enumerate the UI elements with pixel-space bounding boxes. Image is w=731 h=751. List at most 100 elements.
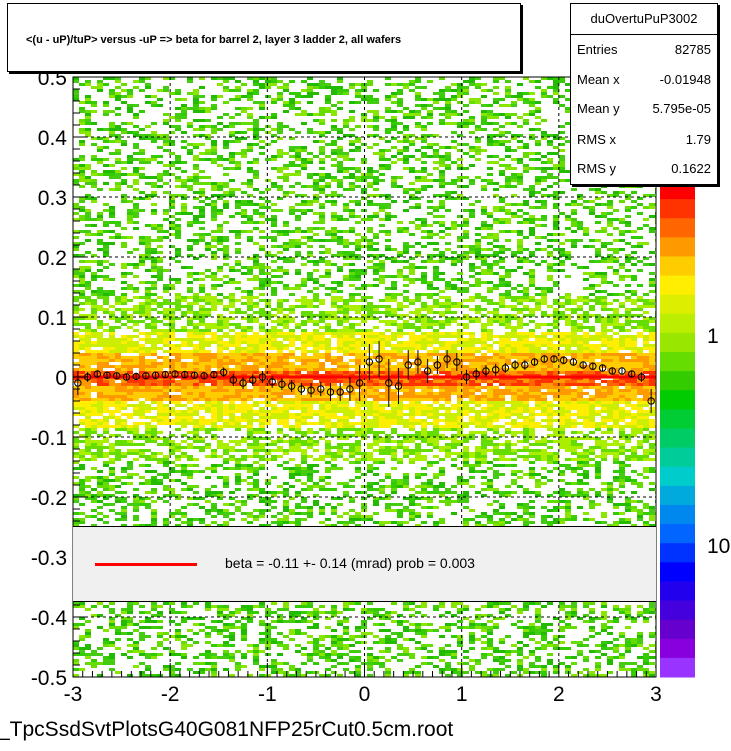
heatmap-cell — [409, 113, 415, 116]
heatmap-cell — [217, 356, 223, 359]
heatmap-cell — [109, 305, 115, 308]
heatmap-cell — [145, 236, 151, 239]
heatmap-cell — [403, 86, 409, 89]
heatmap-cell — [481, 179, 487, 182]
heatmap-cell — [277, 251, 283, 254]
heatmap-cell — [337, 80, 343, 83]
heatmap-cell — [211, 230, 217, 233]
heatmap-cell — [385, 257, 391, 260]
heatmap-cell — [475, 281, 481, 284]
heatmap-cell — [289, 206, 295, 209]
heatmap-cell — [319, 260, 325, 263]
heatmap-cell — [349, 176, 355, 179]
heatmap-cell — [613, 365, 619, 368]
heatmap-cell — [79, 338, 85, 341]
heatmap-cell — [331, 287, 337, 290]
heatmap-cell — [457, 365, 463, 368]
heatmap-cell — [517, 221, 523, 224]
heatmap-cell — [199, 287, 205, 290]
heatmap-cell — [157, 251, 163, 254]
heatmap-cell — [85, 98, 91, 101]
heatmap-cell — [475, 371, 481, 374]
heatmap-cell — [319, 326, 325, 329]
heatmap-cell — [265, 335, 271, 338]
heatmap-cell — [343, 305, 349, 308]
heatmap-cell — [337, 89, 343, 92]
heatmap-cell — [379, 299, 385, 302]
heatmap-cell — [247, 257, 253, 260]
heatmap-cell — [247, 335, 253, 338]
heatmap-cell — [229, 311, 235, 314]
heatmap-cell — [337, 230, 343, 233]
heatmap-cell — [325, 314, 331, 317]
heatmap-cell — [247, 146, 253, 149]
heatmap-cell — [499, 143, 505, 146]
heatmap-cell — [85, 182, 91, 185]
heatmap-cell — [217, 83, 223, 86]
heatmap-cell — [481, 344, 487, 347]
heatmap-cell — [223, 200, 229, 203]
heatmap-cell — [259, 299, 265, 302]
heatmap-cell — [469, 164, 475, 167]
heatmap-cell — [553, 368, 559, 371]
heatmap-cell — [613, 344, 619, 347]
heatmap-cell — [145, 299, 151, 302]
heatmap-cell — [367, 368, 373, 371]
heatmap-cell — [97, 344, 103, 347]
heatmap-cell — [409, 272, 415, 275]
heatmap-cell — [367, 98, 373, 101]
heatmap-cell — [139, 176, 145, 179]
heatmap-cell — [553, 326, 559, 329]
heatmap-cell — [445, 365, 451, 368]
heatmap-cell — [367, 260, 373, 263]
heatmap-cell — [601, 341, 607, 344]
heatmap-cell — [253, 347, 259, 350]
heatmap-cell — [79, 230, 85, 233]
heatmap-cell — [427, 146, 433, 149]
heatmap-cell — [343, 239, 349, 242]
heatmap-cell — [517, 215, 523, 218]
heatmap-cell — [121, 314, 127, 317]
heatmap-cell — [517, 242, 523, 245]
heatmap-cell — [85, 344, 91, 347]
heatmap-cell — [181, 116, 187, 119]
heatmap-cell — [139, 128, 145, 131]
heatmap-cell — [199, 335, 205, 338]
heatmap-cell — [271, 332, 277, 335]
heatmap-cell — [349, 329, 355, 332]
heatmap-cell — [139, 158, 145, 161]
heatmap-cell — [169, 332, 175, 335]
heatmap-cell — [253, 266, 259, 269]
heatmap-cell — [151, 239, 157, 242]
heatmap-cell — [541, 248, 547, 251]
heatmap-cell — [205, 329, 211, 332]
heatmap-cell — [259, 353, 265, 356]
heatmap-cell — [193, 191, 199, 194]
heatmap-cell — [139, 152, 145, 155]
heatmap-cell — [121, 380, 127, 383]
heatmap-cell — [127, 308, 133, 311]
heatmap-cell — [241, 107, 247, 110]
heatmap-cell — [631, 371, 637, 374]
heatmap-cell — [541, 353, 547, 356]
heatmap-cell — [277, 299, 283, 302]
heatmap-cell — [511, 350, 517, 353]
heatmap-cell — [331, 89, 337, 92]
heatmap-cell — [625, 242, 631, 245]
heatmap-cell — [187, 344, 193, 347]
heatmap-cell — [535, 350, 541, 353]
heatmap-cell — [559, 143, 565, 146]
heatmap-cell — [583, 233, 589, 236]
heatmap-cell — [559, 353, 565, 356]
heatmap-cell — [301, 113, 307, 116]
heatmap-cell — [79, 167, 85, 170]
heatmap-cell — [151, 158, 157, 161]
heatmap-cell — [493, 260, 499, 263]
heatmap-cell — [649, 290, 655, 293]
heatmap-cell — [421, 275, 427, 278]
heatmap-cell — [433, 302, 439, 305]
heatmap-cell — [379, 305, 385, 308]
heatmap-cell — [421, 272, 427, 275]
heatmap-cell — [577, 197, 583, 200]
heatmap-cell — [499, 362, 505, 365]
